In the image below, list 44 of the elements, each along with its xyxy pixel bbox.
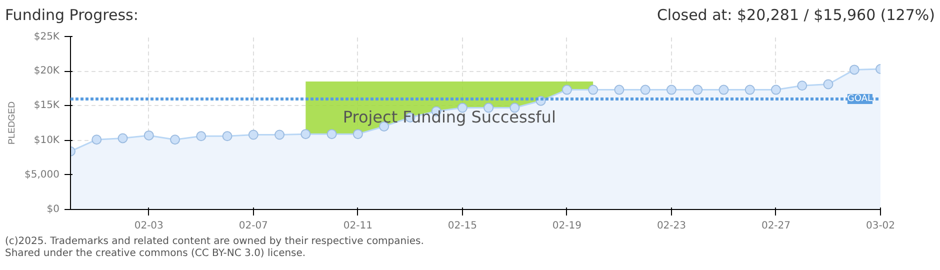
y-tick-label: $15K	[34, 100, 60, 112]
y-tick-label: $5,000	[24, 170, 60, 181]
point	[666, 85, 676, 96]
band-label: Project Funding Successful	[342, 108, 556, 127]
point	[118, 134, 128, 144]
point	[222, 132, 232, 142]
point	[692, 85, 703, 96]
x-tick-label: 02-19	[552, 220, 582, 232]
chart-title: Funding Progress:	[5, 5, 138, 26]
point	[352, 130, 363, 140]
point	[562, 85, 572, 96]
point	[326, 130, 337, 140]
point	[744, 85, 755, 96]
text: (c)2025. Trademarks and related content are owned by their respective companies.	[5, 236, 424, 248]
text: Shared under the creative commons (CC BY-NC 3.0) license.	[5, 248, 306, 260]
y-tick-label: $10K	[34, 135, 60, 146]
point	[144, 130, 154, 141]
y-tick-label: $20K	[34, 66, 60, 78]
point	[300, 130, 311, 140]
point	[248, 130, 258, 140]
x-tick-label: 02-11	[343, 220, 372, 232]
point	[640, 85, 650, 96]
point	[718, 85, 729, 96]
y-tick-label: $0	[46, 204, 60, 216]
x-tick-label: 03-02	[866, 220, 896, 232]
y-axis-title: PLEDGED	[6, 101, 17, 145]
point	[170, 135, 180, 146]
point	[92, 135, 102, 146]
point	[588, 85, 598, 96]
ref-line-label: GOAL	[847, 94, 873, 104]
point	[797, 81, 808, 92]
text: Closed at: $20,281 / $15,960 (127%)	[656, 5, 935, 26]
x-tick-label: 02-03	[134, 220, 164, 232]
point	[274, 130, 285, 140]
point	[614, 85, 624, 96]
point	[196, 132, 206, 142]
x-tick-label: 02-15	[448, 220, 477, 232]
y-tick-label: $25K	[34, 32, 60, 43]
point	[849, 65, 860, 76]
x-tick-label: 02-23	[656, 220, 686, 232]
x-tick-label: 02-27	[761, 220, 791, 232]
point	[823, 80, 834, 90]
point	[770, 85, 781, 96]
x-tick-label: 02-07	[238, 220, 268, 232]
